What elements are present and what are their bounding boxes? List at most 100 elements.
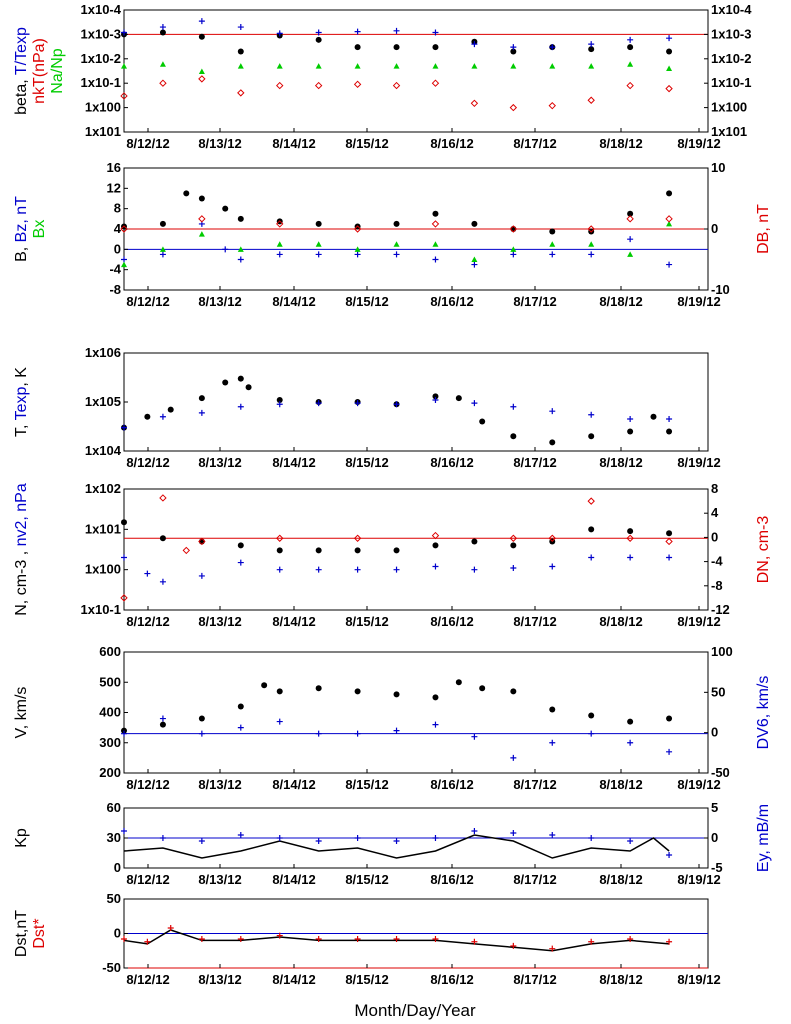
data-point-texp xyxy=(510,403,517,410)
x-tick-label: 8/15/12 xyxy=(345,136,388,151)
data-point-v xyxy=(627,718,634,725)
x-tick-label: 8/14/12 xyxy=(272,294,315,309)
data-point-t xyxy=(666,428,673,435)
data-point-bz xyxy=(549,251,556,258)
data-point-t xyxy=(144,413,151,420)
data-point-bx xyxy=(237,246,244,252)
data-point-n xyxy=(666,530,673,537)
data-point-nkt xyxy=(431,79,440,87)
x-tick-label: 8/16/12 xyxy=(430,136,473,151)
data-point-t xyxy=(237,375,244,382)
data-point-bz xyxy=(627,236,634,243)
y-tick-label: 1x10-2 xyxy=(81,51,121,66)
x-tick-label: 8/19/12 xyxy=(677,614,720,629)
data-point-na_np xyxy=(159,61,166,67)
data-point-bz xyxy=(666,261,673,268)
x-tick-label: 8/18/12 xyxy=(599,777,642,792)
data-point-nkt xyxy=(665,84,673,93)
x-tick-label: 8/14/12 xyxy=(272,972,315,987)
data-point-dn xyxy=(626,534,634,542)
x-tick-label: 8/18/12 xyxy=(599,455,642,470)
data-point-db xyxy=(431,220,440,228)
data-point-dn xyxy=(120,594,128,602)
data-point-v xyxy=(121,727,127,734)
data-point-bz xyxy=(315,251,322,258)
y-tick-label: 1x105 xyxy=(85,394,121,409)
data-point-db xyxy=(120,225,128,233)
data-point-dst_star xyxy=(510,942,517,949)
x-tick-label: 8/19/12 xyxy=(677,777,720,792)
data-point-nv2 xyxy=(432,563,439,570)
data-point-b xyxy=(627,210,634,217)
data-point-t_texp xyxy=(121,29,127,36)
data-point-dv6 xyxy=(237,724,244,731)
data-point-na_np xyxy=(666,65,673,72)
y2-tick-label: 0 xyxy=(711,725,718,740)
y-tick-label: 1x101 xyxy=(85,521,121,536)
y2-tick-label: 0 xyxy=(711,221,718,236)
x-tick-label: 8/19/12 xyxy=(677,872,720,887)
data-point-dn xyxy=(431,531,440,540)
data-point-nkt xyxy=(470,99,479,108)
data-point-t xyxy=(245,384,252,391)
data-point-ey xyxy=(432,835,439,841)
data-point-dst_star xyxy=(627,936,634,943)
chart-panel: 1x106 1x105 1x104 8/12/12 8/13/12 8/14/12 8/15… xyxy=(13,345,721,470)
x-tick-label: 8/14/12 xyxy=(272,614,315,629)
data-point-n xyxy=(588,526,595,533)
data-point-bz xyxy=(237,256,244,263)
data-point-ey xyxy=(237,832,244,838)
data-point-db xyxy=(587,225,595,233)
chart-panel: 16 12 8 4 0 -4 -8 10 0 -10 8/12/12 8/13/12 8/14/12 8/… xyxy=(13,160,772,309)
data-point-nv2 xyxy=(588,554,595,561)
data-point-nv2 xyxy=(666,554,673,561)
data-point-t_texp xyxy=(510,44,517,51)
x-tick-label: 8/15/12 xyxy=(345,455,388,470)
data-point-nv2 xyxy=(471,566,478,573)
data-point-dn xyxy=(548,534,556,542)
x-tick-label: 8/16/12 xyxy=(430,872,473,887)
y-tick-label: 1x100 xyxy=(85,562,121,577)
data-point-beta xyxy=(510,48,517,55)
data-point-dst_star xyxy=(432,936,439,943)
y-tick-label: 12 xyxy=(107,180,121,195)
data-point-nv2 xyxy=(159,578,166,585)
x-tick-label: 8/14/12 xyxy=(272,777,315,792)
data-point-dst_star xyxy=(144,938,151,945)
data-point-dn xyxy=(182,546,191,555)
y-axis-title: N, cm-3 , nv2, nPa xyxy=(13,483,30,616)
data-point-db xyxy=(276,220,284,228)
y-tick-label: 1x101 xyxy=(85,124,121,139)
data-point-db xyxy=(198,215,206,223)
data-point-v xyxy=(159,721,166,728)
y-axis-title-2: Dst* xyxy=(31,918,48,948)
data-point-nkt xyxy=(198,75,206,83)
data-point-bz xyxy=(393,251,400,258)
y-axis-title: B, Bz, nT xyxy=(13,196,30,262)
x-tick-label: 8/17/12 xyxy=(513,136,556,151)
x-tick-label: 8/13/12 xyxy=(198,455,241,470)
x-tick-label: 8/13/12 xyxy=(198,136,241,151)
data-point-dn xyxy=(665,537,673,546)
data-point-b xyxy=(471,220,478,227)
data-point-t_texp xyxy=(276,30,283,37)
data-point-t xyxy=(455,395,462,402)
y-tick-label: 8 xyxy=(114,201,121,216)
data-point-dn xyxy=(353,534,362,542)
data-point-b xyxy=(510,226,517,232)
data-point-bz xyxy=(276,251,283,258)
data-point-v xyxy=(198,715,205,722)
data-point-beta xyxy=(198,33,205,40)
data-point-bx xyxy=(354,246,361,252)
data-point-b xyxy=(432,210,439,217)
data-point-dv6 xyxy=(627,739,634,746)
data-point-v xyxy=(479,685,486,692)
data-point-texp xyxy=(588,411,595,418)
data-point-texp xyxy=(237,403,244,410)
data-point-n xyxy=(354,547,361,554)
y2-tick-label: 4 xyxy=(711,505,719,520)
data-point-ey xyxy=(627,838,634,844)
data-point-texp xyxy=(159,413,166,420)
data-point-dv6 xyxy=(393,727,400,734)
